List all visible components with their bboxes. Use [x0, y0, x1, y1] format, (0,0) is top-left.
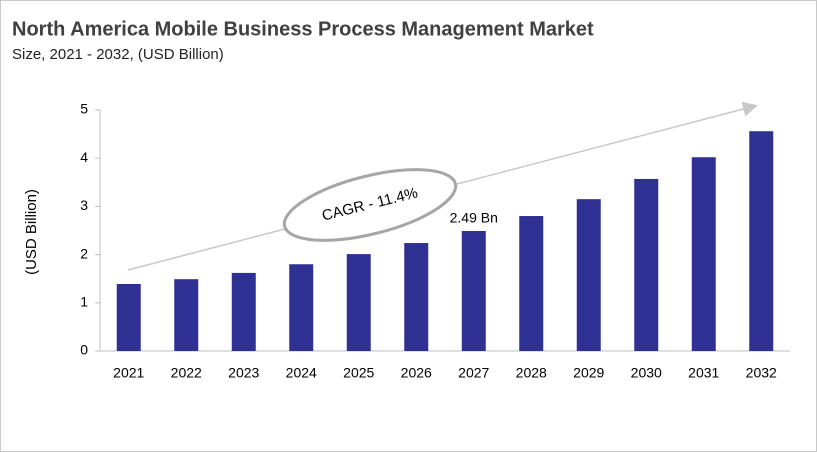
x-tick-label: 2023	[228, 365, 259, 381]
y-tick-label: 4	[80, 149, 88, 165]
y-axis-label: (USD Billion)	[23, 189, 40, 275]
bar	[576, 199, 601, 351]
x-tick-label: 2025	[343, 365, 374, 381]
y-tick-label: 3	[80, 197, 88, 213]
x-tick-label: 2029	[573, 365, 604, 381]
bar	[461, 230, 486, 351]
bar	[289, 264, 314, 351]
x-tick-label: 2028	[516, 365, 547, 381]
x-tick-label: 2032	[746, 365, 777, 381]
bar	[346, 254, 371, 351]
x-tick-label: 2022	[171, 365, 202, 381]
y-tick-label: 0	[80, 342, 88, 358]
value-label: 2.49 Bn	[450, 210, 498, 226]
bar	[691, 157, 716, 351]
x-tick-label: 2027	[458, 365, 489, 381]
x-tick-label: 2021	[113, 365, 144, 381]
bar	[634, 178, 659, 351]
y-tick-label: 1	[80, 294, 88, 310]
chart-title: North America Mobile Business Process Ma…	[12, 18, 594, 40]
x-tick-label: 2030	[631, 365, 662, 381]
x-tick-label: 2024	[286, 365, 317, 381]
x-tick-label: 2031	[688, 365, 719, 381]
bar	[404, 243, 429, 351]
bar	[519, 216, 544, 351]
bar	[116, 284, 141, 351]
chart-subtitle: Size, 2021 - 2032, (USD Billion)	[12, 46, 224, 63]
y-tick-label: 5	[80, 101, 88, 117]
x-tick-label: 2026	[401, 365, 432, 381]
cagr-ellipse	[282, 168, 458, 242]
bar	[231, 272, 256, 351]
bar	[749, 131, 774, 351]
bar	[174, 279, 199, 351]
y-tick-label: 2	[80, 245, 88, 261]
